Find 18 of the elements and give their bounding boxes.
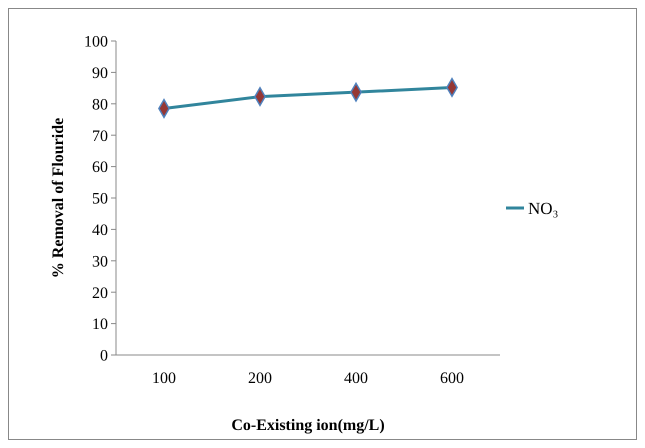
y-tick-label: 90 [92,65,108,82]
y-tick-label: 100 [84,34,108,51]
legend-label: NO₃ [528,198,559,218]
y-tick-label: 30 [92,253,108,270]
y-tick-label: 20 [92,284,108,302]
x-tick-label: 200 [248,370,272,387]
x-tick-label: 100 [152,370,176,387]
y-tick-label: 80 [92,96,108,114]
y-axis-title: % Removal of Flouride [50,118,67,278]
y-tick-label: 50 [92,190,108,208]
y-tick-label: 40 [92,222,108,239]
y-tick-label: 0 [100,348,108,365]
x-tick-label: 600 [440,370,464,387]
y-tick-label: 10 [92,316,108,334]
y-tick-label: 70 [92,128,108,145]
x-axis-title: Co-Existing ion(mg/L) [231,417,385,434]
x-tick-label: 400 [344,370,368,387]
y-tick-label: 60 [92,159,108,176]
